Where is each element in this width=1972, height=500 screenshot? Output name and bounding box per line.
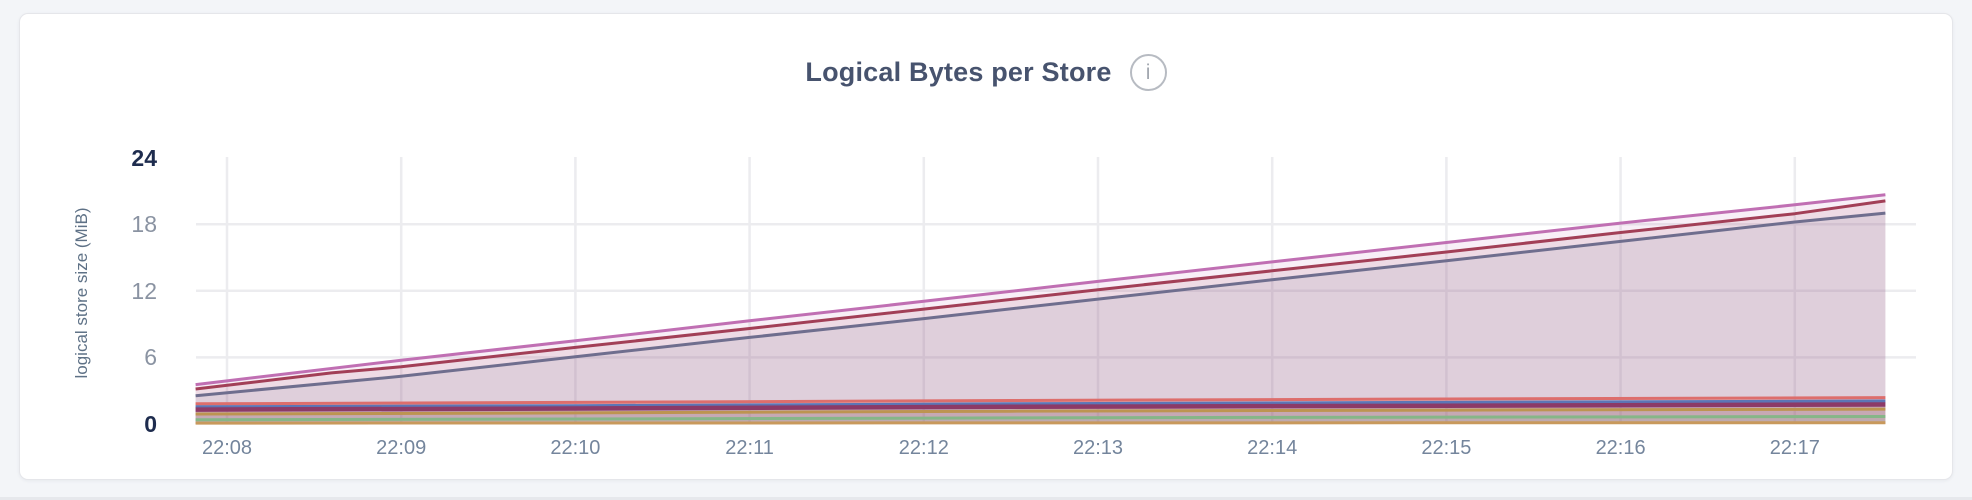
y-tick-label: 6: [144, 344, 157, 371]
y-tick-label: 18: [131, 211, 157, 238]
series-fill-store-2: [195, 200, 1886, 424]
chart-plot-area[interactable]: [196, 157, 1916, 425]
y-tick-label: 12: [131, 277, 157, 304]
chart-title: Logical Bytes per Store: [805, 57, 1112, 87]
x-tick-label: 22:14: [1247, 437, 1298, 459]
x-tick-label: 22:16: [1595, 437, 1646, 459]
x-tick-label: 22:11: [725, 437, 774, 459]
x-tick-label: 22:08: [201, 437, 253, 459]
x-tick-label: 22:15: [1421, 437, 1472, 459]
x-tick-label: 22:12: [898, 437, 949, 459]
series-line-store-3: [195, 211, 1886, 398]
chart-card: Logical Bytes per Store i logical store …: [19, 13, 1953, 480]
x-tick-label: 22:17: [1769, 437, 1820, 459]
y-tick-label: 0: [144, 411, 157, 437]
x-tick-label: 22:09: [376, 437, 427, 459]
series-line-store-8: [195, 415, 1886, 422]
line-area-chart: [195, 157, 1916, 425]
series-line-store-1: [195, 193, 1886, 387]
chart-header: Logical Bytes per Store i: [20, 54, 1952, 91]
series-line-store-6: [195, 402, 1886, 412]
next-card-edge: [0, 497, 1972, 500]
y-tick-label: 24: [131, 144, 157, 171]
x-tick-label: 22:13: [1072, 437, 1124, 459]
info-icon[interactable]: i: [1129, 54, 1167, 91]
series-line-store-4: [195, 396, 1886, 406]
x-tick-label: 22:10: [550, 437, 601, 459]
series-fill-store-1: [195, 194, 1886, 424]
series-fill-store-3: [195, 213, 1886, 424]
series-line-store-7: [195, 407, 1886, 416]
series-line-store-2: [195, 199, 1886, 391]
series-line-store-5: [195, 399, 1886, 409]
